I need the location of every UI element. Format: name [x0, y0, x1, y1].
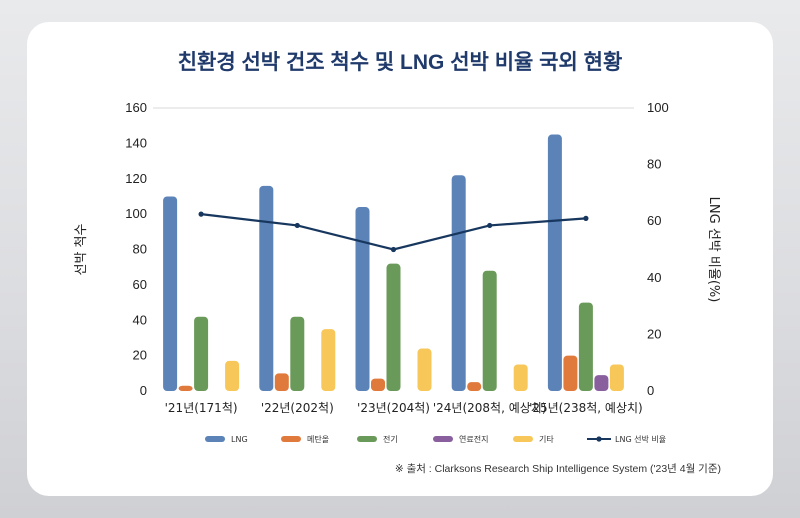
bar-1-4: [563, 355, 578, 391]
bar-2-2: [386, 263, 401, 391]
y-tick-label: 160: [125, 100, 147, 115]
bar-4-0: [225, 360, 240, 391]
bar-1-3: [467, 382, 482, 391]
bar-0-1: [259, 185, 274, 391]
legend-swatch-0: [205, 436, 225, 442]
bar-1-0: [178, 385, 193, 391]
y-tick-label: 140: [125, 135, 147, 150]
y-tick-label: 100: [125, 206, 147, 221]
legend-label-2: 전기: [383, 434, 398, 444]
y2-tick-label: 0: [647, 383, 654, 398]
legend-swatch-3: [433, 436, 453, 442]
y-tick-label: 80: [133, 242, 147, 257]
bar-2-3: [482, 270, 497, 391]
chart-svg: 0 20 40 60 80 100 120 140 160 0 20 40 60 80 100 선박 척수 LN…: [74, 100, 721, 444]
bar-1-1: [274, 373, 289, 391]
y2-tick-label: 20: [647, 326, 661, 341]
lng-ratio-point-1: [294, 222, 300, 229]
legend-swatch-4: [513, 436, 533, 442]
y-tick-label: 120: [125, 171, 147, 186]
bar-4-4: [609, 364, 624, 391]
x-tick-label: '23년(204척): [357, 401, 430, 415]
legend-label-4: 기타: [539, 435, 554, 444]
bar-3-4: [594, 375, 609, 391]
legend-label-3: 연료전지: [459, 434, 488, 444]
y2-tick-label: 60: [647, 213, 661, 228]
chart-title: 친환경 선박 건조 척수 및 LNG 선박 비율 국외 현황: [177, 51, 623, 74]
legend-label-1: 메탄올: [307, 434, 329, 444]
x-tick-label: '21년(171척): [165, 401, 238, 415]
bar-0-2: [355, 207, 370, 391]
y2-axis-title: LNG 선박 비율(%): [706, 197, 721, 303]
legend-swatch-2: [357, 436, 377, 442]
x-tick-label: '25년(238척, 예상치): [529, 401, 643, 415]
bar-2-4: [578, 302, 593, 391]
y-axis-title: 선박 척수: [74, 223, 89, 275]
bar-4-2: [417, 348, 432, 391]
y-tick-label: 60: [133, 277, 147, 292]
lng-ratio-line: [200, 213, 586, 251]
y-tick-label: 0: [140, 383, 147, 398]
bar-0-4: [547, 134, 562, 391]
bar-0-0: [163, 196, 178, 391]
legend-label-5: LNG 선박 비율: [615, 434, 666, 444]
y2-tick-label: 40: [647, 270, 661, 285]
chart-card: 친환경 선박 건조 척수 및 LNG 선박 비율 국외 현황 0 20 40 60 80…: [27, 22, 773, 496]
legend-label-0: LNG: [231, 435, 248, 444]
y-tick-label: 40: [133, 312, 147, 327]
bar-0-3: [451, 175, 466, 391]
y2-tick-label: 80: [647, 157, 661, 172]
legend-swatch-1: [281, 436, 301, 442]
lng-ratio-point-0: [198, 211, 204, 217]
x-tick-label: '22년(202척): [261, 401, 334, 415]
legend-marker-5: [596, 436, 602, 442]
bar-4-1: [321, 329, 336, 391]
lng-ratio-point-3: [487, 222, 493, 229]
bar-2-0: [194, 316, 209, 391]
source-note: ※ 출처 : Clarksons Research Ship Intellige…: [394, 463, 721, 475]
y-tick-label: 20: [133, 348, 147, 363]
bar-2-1: [290, 316, 305, 391]
lng-ratio-point-2: [390, 246, 397, 253]
lng-ratio-point-4: [583, 215, 589, 221]
y2-tick-label: 100: [647, 100, 669, 115]
bar-4-3: [513, 364, 528, 391]
bar-1-2: [371, 378, 385, 391]
x-tick-label: '24년(208척, 예상치): [433, 401, 547, 415]
